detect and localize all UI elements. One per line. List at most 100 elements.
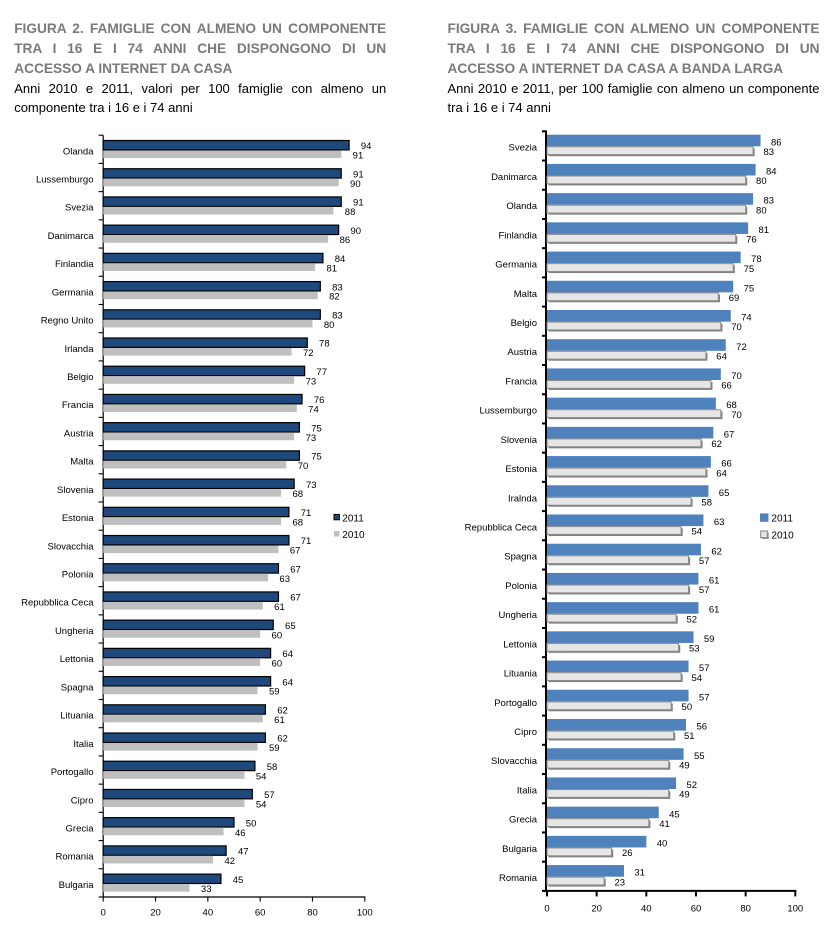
svg-text:2010: 2010 — [342, 530, 365, 541]
svg-text:Grecia: Grecia — [509, 815, 538, 826]
svg-text:70: 70 — [731, 322, 742, 333]
svg-text:90: 90 — [350, 179, 361, 190]
svg-text:Cipro: Cipro — [71, 795, 94, 806]
svg-text:57: 57 — [699, 663, 710, 674]
svg-text:67: 67 — [290, 546, 301, 557]
svg-text:49: 49 — [679, 760, 690, 771]
svg-text:Portogallo: Portogallo — [51, 767, 94, 778]
svg-text:51: 51 — [684, 731, 695, 742]
svg-text:57: 57 — [264, 790, 275, 801]
svg-text:86: 86 — [340, 235, 351, 246]
svg-text:Grecia: Grecia — [66, 823, 95, 834]
svg-text:86: 86 — [771, 137, 782, 148]
svg-text:Romania: Romania — [55, 852, 94, 863]
svg-text:75: 75 — [311, 423, 322, 434]
svg-text:Austria: Austria — [64, 428, 94, 439]
svg-text:2011: 2011 — [342, 513, 364, 524]
svg-text:49: 49 — [679, 790, 690, 801]
svg-text:Estonia: Estonia — [505, 464, 537, 475]
svg-text:70: 70 — [731, 371, 742, 382]
svg-text:77: 77 — [316, 367, 327, 378]
svg-text:Svezia: Svezia — [65, 203, 94, 214]
svg-text:69: 69 — [729, 293, 740, 304]
svg-text:50: 50 — [246, 818, 257, 829]
svg-text:55: 55 — [694, 751, 705, 762]
svg-text:82: 82 — [329, 292, 340, 303]
svg-text:40: 40 — [641, 903, 652, 914]
svg-text:84: 84 — [766, 167, 777, 178]
svg-text:78: 78 — [319, 339, 330, 350]
svg-text:0: 0 — [544, 903, 549, 914]
svg-text:63: 63 — [714, 517, 725, 528]
svg-text:65: 65 — [719, 488, 730, 499]
svg-text:Ungheria: Ungheria — [498, 610, 537, 621]
svg-text:45: 45 — [233, 875, 244, 886]
svg-text:94: 94 — [361, 141, 372, 152]
svg-text:76: 76 — [314, 395, 325, 406]
svg-text:41: 41 — [659, 819, 670, 830]
svg-text:57: 57 — [699, 692, 710, 703]
svg-text:54: 54 — [256, 771, 267, 782]
svg-text:61: 61 — [709, 576, 720, 587]
svg-text:Spagna: Spagna — [61, 682, 94, 693]
svg-text:54: 54 — [691, 673, 702, 684]
svg-text:47: 47 — [238, 847, 249, 858]
svg-text:0: 0 — [101, 907, 106, 918]
svg-text:80: 80 — [307, 907, 318, 918]
svg-text:Lituania: Lituania — [504, 669, 538, 680]
svg-text:45: 45 — [669, 809, 680, 820]
svg-text:60: 60 — [691, 903, 702, 914]
svg-text:71: 71 — [301, 536, 312, 547]
svg-text:Iralnda: Iralnda — [508, 493, 538, 504]
svg-text:Portogallo: Portogallo — [494, 698, 537, 709]
svg-text:59: 59 — [704, 634, 715, 645]
svg-text:54: 54 — [256, 800, 267, 811]
svg-text:72: 72 — [303, 348, 314, 359]
svg-text:20: 20 — [591, 903, 602, 914]
svg-text:Slovenia: Slovenia — [501, 435, 538, 446]
svg-text:56: 56 — [696, 722, 707, 733]
svg-text:58: 58 — [701, 497, 712, 508]
svg-text:67: 67 — [290, 593, 301, 604]
svg-text:73: 73 — [306, 433, 317, 444]
svg-text:62: 62 — [277, 734, 288, 745]
svg-text:Finlandia: Finlandia — [498, 230, 537, 241]
svg-text:40: 40 — [203, 907, 214, 918]
svg-text:23: 23 — [615, 877, 626, 888]
svg-text:75: 75 — [744, 283, 755, 294]
svg-text:59: 59 — [269, 743, 280, 754]
svg-text:Germania: Germania — [495, 260, 537, 271]
svg-text:Spagna: Spagna — [504, 552, 537, 563]
svg-text:Belgio: Belgio — [67, 372, 93, 383]
svg-text:26: 26 — [622, 848, 633, 859]
svg-text:73: 73 — [306, 480, 317, 491]
svg-text:100: 100 — [357, 907, 373, 918]
svg-text:Cipro: Cipro — [514, 727, 537, 738]
svg-text:83: 83 — [332, 310, 343, 321]
svg-text:70: 70 — [298, 461, 309, 472]
svg-text:Slovacchia: Slovacchia — [491, 756, 538, 767]
svg-text:74: 74 — [741, 313, 752, 324]
svg-text:Francia: Francia — [505, 376, 537, 387]
svg-text:91: 91 — [353, 169, 364, 180]
svg-text:Bulgaria: Bulgaria — [502, 844, 538, 855]
svg-text:61: 61 — [274, 602, 285, 613]
svg-text:64: 64 — [716, 468, 727, 479]
svg-text:Irlanda: Irlanda — [64, 344, 94, 355]
svg-text:53: 53 — [689, 644, 700, 655]
svg-text:Slovacchia: Slovacchia — [48, 541, 95, 552]
svg-text:Italia: Italia — [517, 785, 538, 796]
svg-text:70: 70 — [731, 410, 742, 421]
svg-text:59: 59 — [269, 687, 280, 698]
svg-text:Lettonia: Lettonia — [60, 654, 95, 665]
svg-text:75: 75 — [311, 452, 322, 463]
svg-text:Polonia: Polonia — [62, 570, 94, 581]
svg-text:80: 80 — [756, 205, 767, 216]
svg-text:78: 78 — [751, 254, 762, 265]
svg-text:Repubblica Ceca: Repubblica Ceca — [465, 523, 538, 534]
svg-text:31: 31 — [634, 868, 645, 879]
svg-text:66: 66 — [721, 459, 732, 470]
svg-text:80: 80 — [740, 903, 751, 914]
svg-text:2011: 2011 — [771, 514, 793, 525]
svg-text:Germania: Germania — [52, 287, 94, 298]
